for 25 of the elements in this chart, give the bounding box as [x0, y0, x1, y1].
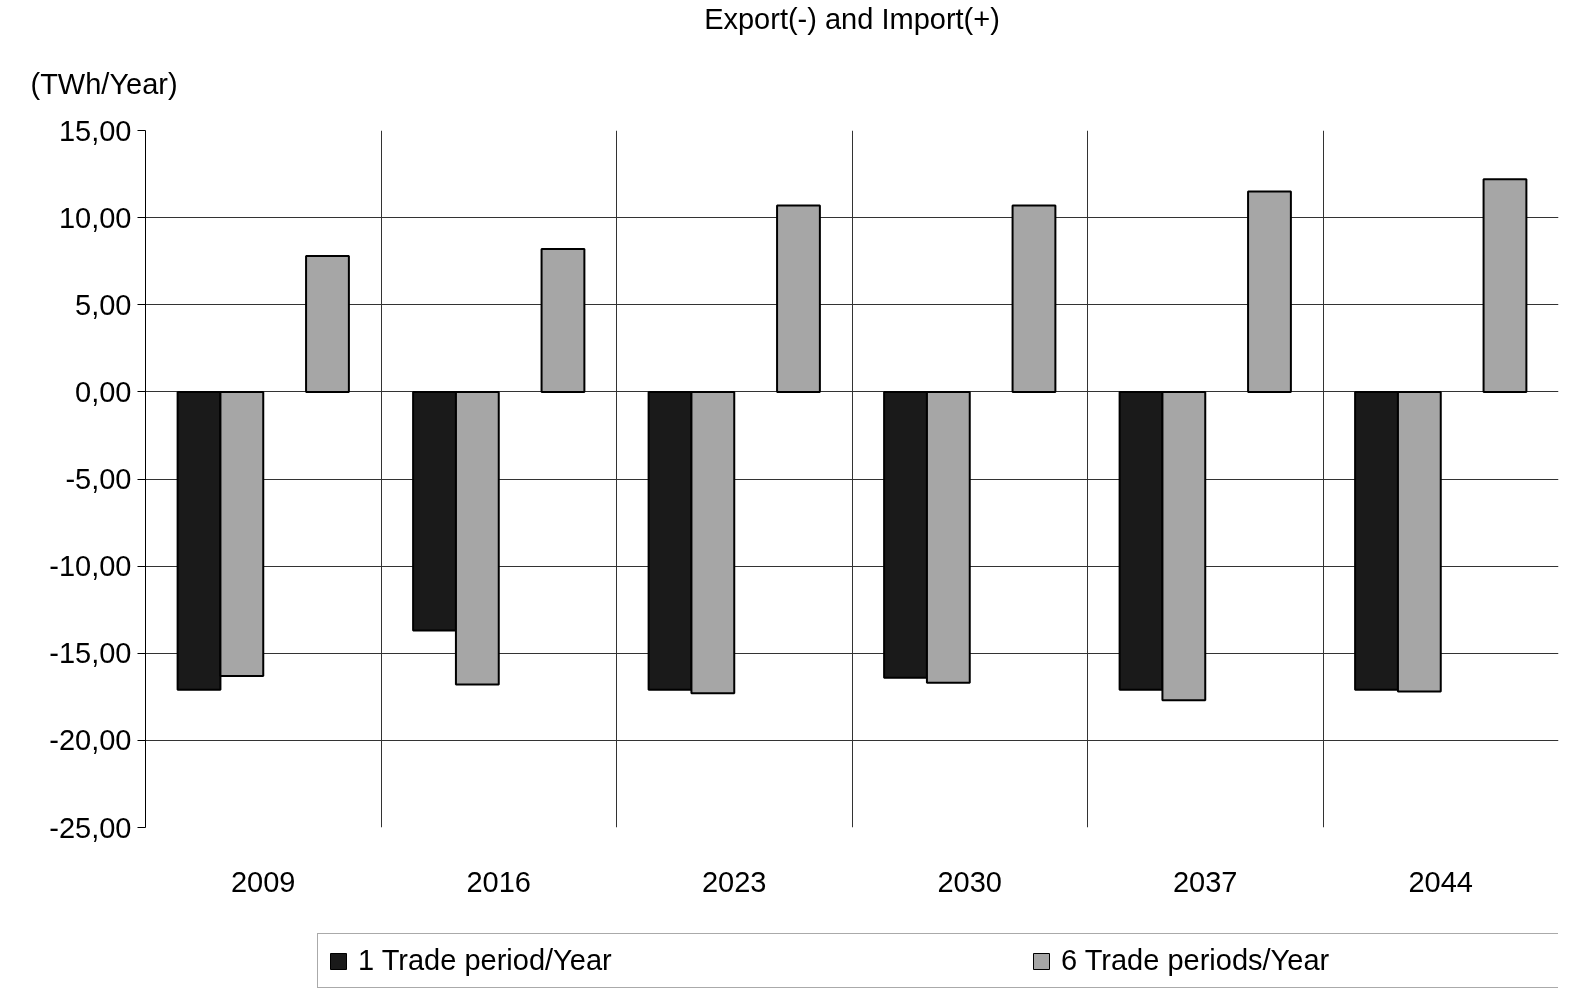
- y-tick-label: 10,00: [58, 201, 132, 234]
- bar: [305, 254, 350, 393]
- legend-label: 6 Trade periods/Year: [1061, 944, 1331, 977]
- y-tick-label: -5,00: [65, 463, 132, 495]
- bar: [540, 247, 586, 393]
- x-tick-label: 2023: [701, 865, 767, 898]
- bar: [1482, 178, 1528, 393]
- chart-title: Export(-) and Import(+): [704, 2, 1000, 35]
- bar: [776, 204, 821, 393]
- y-tick-label: 5,00: [75, 288, 132, 321]
- y-tick-label: -25,00: [49, 811, 132, 844]
- y-tick-label: 15,00: [58, 114, 132, 147]
- x-tick-label: 2037: [1172, 865, 1238, 898]
- x-tick-label: 2030: [937, 865, 1003, 898]
- x-tick-label: 2044: [1408, 865, 1474, 898]
- bar: [1011, 204, 1057, 393]
- x-tick-label: 2009: [230, 865, 296, 898]
- y-tick-label: -15,00: [49, 637, 132, 670]
- legend-label: 1 Trade period/Year: [358, 944, 613, 977]
- y-tick-label: -10,00: [49, 550, 132, 583]
- y-tick-label: -20,00: [49, 724, 132, 757]
- bar: [1247, 190, 1292, 393]
- y-tick-label: 0,00: [75, 375, 132, 408]
- y-axis-title: (TWh/Year): [30, 67, 178, 100]
- x-tick-label: 2016: [466, 865, 532, 898]
